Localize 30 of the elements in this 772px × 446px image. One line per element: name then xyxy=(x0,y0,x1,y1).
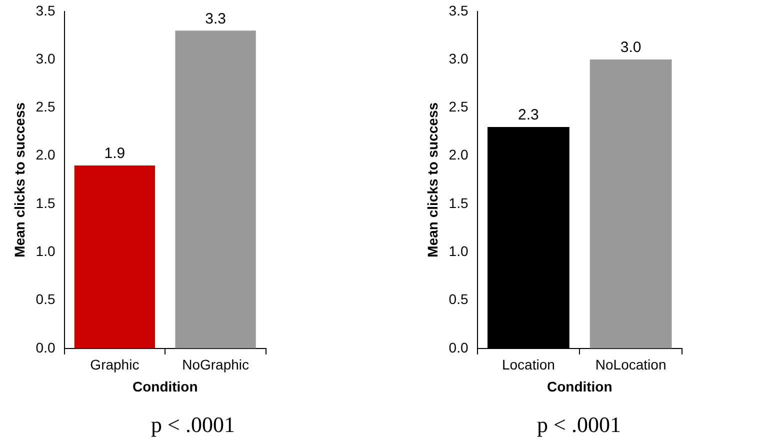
x-tick-label: Location xyxy=(502,356,555,373)
data-label: 1.9 xyxy=(104,145,126,162)
y-tick-label: 2.5 xyxy=(36,98,56,115)
data-label: 3.0 xyxy=(620,39,642,56)
y-axis-title: Mean clicks to success xyxy=(424,102,440,258)
y-tick-label: 0.0 xyxy=(448,339,468,356)
x-axis-title: Condition xyxy=(546,378,612,394)
y-tick-label: 1.0 xyxy=(36,242,56,259)
y-tick-label: 0.5 xyxy=(36,291,56,308)
y-tick-label: 1.5 xyxy=(36,194,56,211)
y-tick-label: 1.5 xyxy=(448,194,468,211)
y-tick-label: 3.0 xyxy=(36,50,56,66)
y-tick-label: 0.0 xyxy=(36,339,56,356)
y-tick-label: 3.5 xyxy=(448,2,468,18)
data-label: 2.3 xyxy=(518,106,539,124)
y-tick-label: 0.5 xyxy=(448,291,468,308)
x-tick-label: NoGraphic xyxy=(182,356,250,373)
y-tick-label: 3.5 xyxy=(36,2,56,18)
y-tick-label: 2.5 xyxy=(448,98,468,115)
x-axis-title: Condition xyxy=(132,378,198,394)
y-tick-label: 2.0 xyxy=(36,146,56,163)
text: p < .0001 xyxy=(536,412,622,438)
y-tick-label: 1.0 xyxy=(448,242,468,259)
x-tick-label: Graphic xyxy=(90,356,140,373)
y-tick-label: 2.0 xyxy=(448,146,468,163)
x-tick-label: NoLocation xyxy=(595,356,666,373)
text: p < .0001 xyxy=(150,412,236,438)
data-label: 3.3 xyxy=(205,10,226,28)
y-tick-label: 3.0 xyxy=(448,50,468,66)
y-axis-title: Mean clicks to success xyxy=(11,102,28,258)
